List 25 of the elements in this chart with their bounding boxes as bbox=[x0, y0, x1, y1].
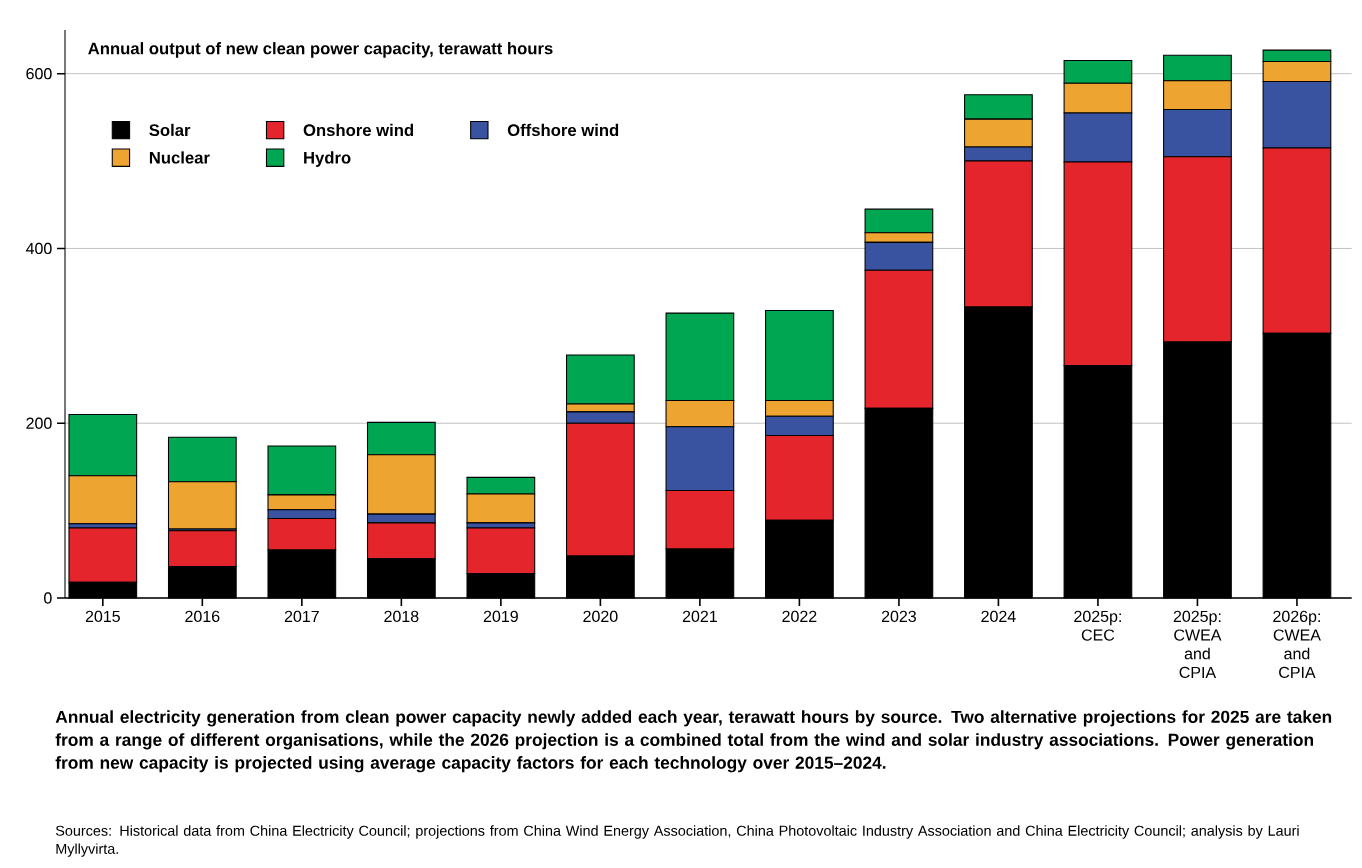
y-tick-label: 200 bbox=[26, 417, 52, 429]
x-tick-label: 2016 bbox=[185, 610, 220, 623]
x-tick-label: 2025p: CWEA and CPIA bbox=[1173, 610, 1222, 679]
x-tick-label: 2022 bbox=[782, 610, 817, 623]
x-tick-label: 2023 bbox=[881, 610, 916, 623]
legend-label: Hydro bbox=[304, 151, 351, 167]
x-tick-label: 2025p: CEC bbox=[1074, 610, 1121, 641]
legend-label: Offshore wind bbox=[507, 123, 619, 137]
x-tick-label: 2015 bbox=[85, 610, 120, 623]
legend-label: Solar bbox=[149, 123, 191, 137]
x-tick-label: 2017 bbox=[284, 610, 319, 623]
x-tick-label: 2021 bbox=[682, 610, 717, 623]
legend-label: Nuclear bbox=[149, 151, 210, 164]
y-tick-label: 400 bbox=[25, 242, 52, 255]
x-tick-label: 2018 bbox=[384, 610, 419, 623]
x-tick-label: 2024 bbox=[981, 610, 1016, 623]
x-tick-label: 2026p: CWEA and CPIA bbox=[1273, 610, 1321, 679]
text: Annual output of new clean power capacity, terawatt hours bbox=[88, 42, 553, 58]
y-tick-label: 600 bbox=[26, 68, 52, 80]
text: Annual electricity generation from clean power capacity newly added each year, terawatt hours by source. Two alternative projections for 2025 are taken from a range of different organisations, while the 2026 projection is a combined total from the wind and solar industry associations. Power generation from new capacity is projected using average capacity factors for each technology over 2015–2024. bbox=[55, 710, 1332, 773]
x-tick-label: 2020 bbox=[583, 610, 618, 623]
x-tick-label: 2019 bbox=[483, 610, 518, 623]
source-note: Sources: Historical data from China Electricity Council; projections from China Wind Energy Association, China Photovoltaic Industry Association and China Electricity Council; analysis by Lauri Myllyvirta. bbox=[55, 825, 1299, 857]
y-tick-label: 0 bbox=[44, 592, 52, 604]
legend-label: Onshore wind bbox=[303, 123, 414, 137]
